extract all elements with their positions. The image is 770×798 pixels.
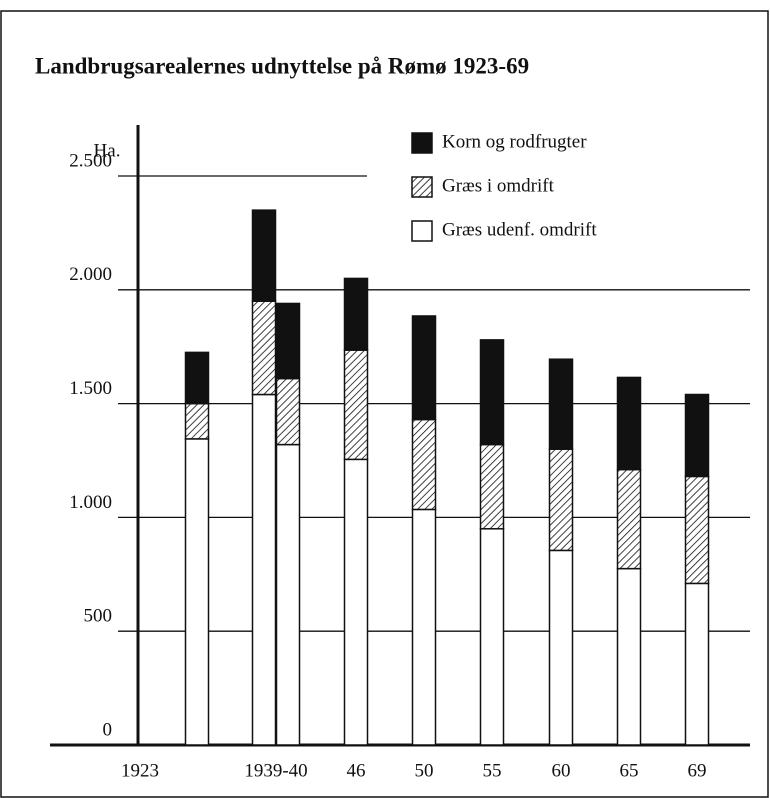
bar-segment (251, 300, 277, 396)
bar-segment (684, 475, 710, 585)
bar-segment (275, 302, 301, 380)
x-tick-label: 65 (620, 760, 639, 781)
legend-swatch (411, 132, 433, 154)
x-tick-label: 69 (688, 760, 707, 781)
y-tick-label: 2.000 (69, 264, 112, 285)
y-tick-label: 1.000 (69, 492, 112, 513)
x-tick-label: 50 (415, 760, 434, 781)
bar-segment (343, 349, 369, 461)
y-tick-label: 500 (84, 606, 113, 627)
bar-segment (411, 508, 437, 746)
bar-segment (251, 393, 277, 746)
bar-segment (184, 351, 210, 405)
bar-segment (684, 393, 710, 478)
bar-segment (616, 468, 642, 570)
bar-segment (343, 277, 369, 351)
bar-segment (684, 582, 710, 746)
legend-label: Græs udenf. omdrift (442, 219, 597, 240)
y-tick-label: 0 (103, 719, 113, 740)
bar-segment (251, 209, 277, 302)
x-tick-label: 60 (552, 760, 571, 781)
legend-swatch (411, 220, 433, 242)
bar-segment (343, 458, 369, 746)
bar-segment (184, 438, 210, 746)
bar-segment (616, 567, 642, 746)
bar-segment (548, 549, 574, 746)
legend-label: Græs i omdrift (442, 175, 555, 196)
bar-segment (548, 448, 574, 552)
bar-segment (275, 377, 301, 446)
x-tick-label: 1939-40 (244, 760, 307, 781)
y-axis-label: Ha. (94, 140, 121, 161)
legend-label: Korn og rodfrugter (442, 131, 587, 152)
x-tick-label: 1923 (121, 760, 159, 781)
legend-swatch (411, 176, 433, 198)
bar-segment (184, 402, 210, 440)
frame (0, 10, 769, 798)
chart-title: Landbrugsarealernes udnyttelse på Rømø 1… (35, 53, 529, 78)
x-tick-label: 55 (483, 760, 502, 781)
bar-segment (479, 339, 505, 446)
x-tick-label: 46 (347, 760, 366, 781)
bar-segment (275, 443, 301, 746)
bar-segment (411, 418, 437, 511)
bar-segment (479, 528, 505, 746)
bar-segment (616, 376, 642, 471)
bar-segment (548, 358, 574, 450)
bar-segment (479, 443, 505, 530)
y-tick-label: 1.500 (69, 378, 112, 399)
y-tick-label: 2.500 (69, 150, 112, 171)
bar-segment (411, 315, 437, 421)
